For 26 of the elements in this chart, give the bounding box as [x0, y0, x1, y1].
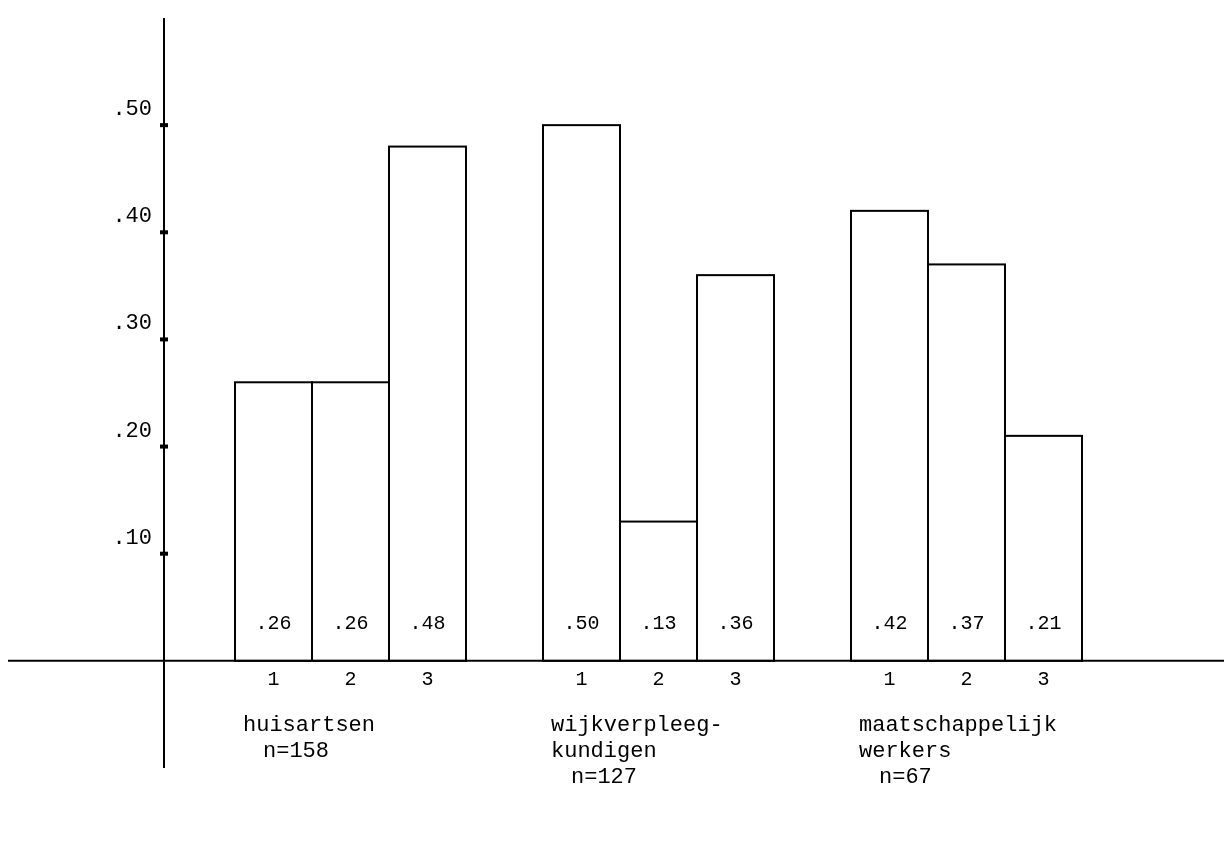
y-tick-label: .40 — [112, 204, 152, 230]
y-tick-label: .30 — [112, 311, 152, 337]
x-tick-label: 3 — [729, 667, 742, 691]
data-label: .48 — [409, 611, 446, 635]
x-tick-label: 2 — [960, 667, 973, 691]
x-tick-label: 1 — [883, 667, 896, 691]
data-label: .21 — [1025, 611, 1062, 635]
x-tick-label: 2 — [652, 667, 665, 691]
data-label: .13 — [640, 611, 677, 635]
x-tick-label: 3 — [1037, 667, 1050, 691]
data-label: .26 — [332, 611, 369, 635]
data-label: .26 — [255, 611, 292, 635]
annotation: wijkverpleeg- kundigen n=127 — [551, 712, 723, 790]
data-label: .36 — [717, 611, 754, 635]
x-tick-label: 1 — [267, 667, 280, 691]
y-tick-label: .10 — [112, 525, 152, 551]
x-tick-label: 3 — [421, 667, 434, 691]
data-label: .37 — [948, 611, 985, 635]
annotation: maatschappelijk werkers n=67 — [859, 712, 1058, 790]
y-tick-label: .20 — [112, 418, 152, 444]
x-tick-label: 2 — [344, 667, 357, 691]
y-tick-label: .50 — [112, 97, 152, 123]
x-tick-label: 1 — [575, 667, 588, 691]
data-label: .42 — [871, 611, 908, 635]
data-label: .50 — [563, 611, 600, 635]
annotation: huisartsen n=158 — [243, 712, 376, 764]
